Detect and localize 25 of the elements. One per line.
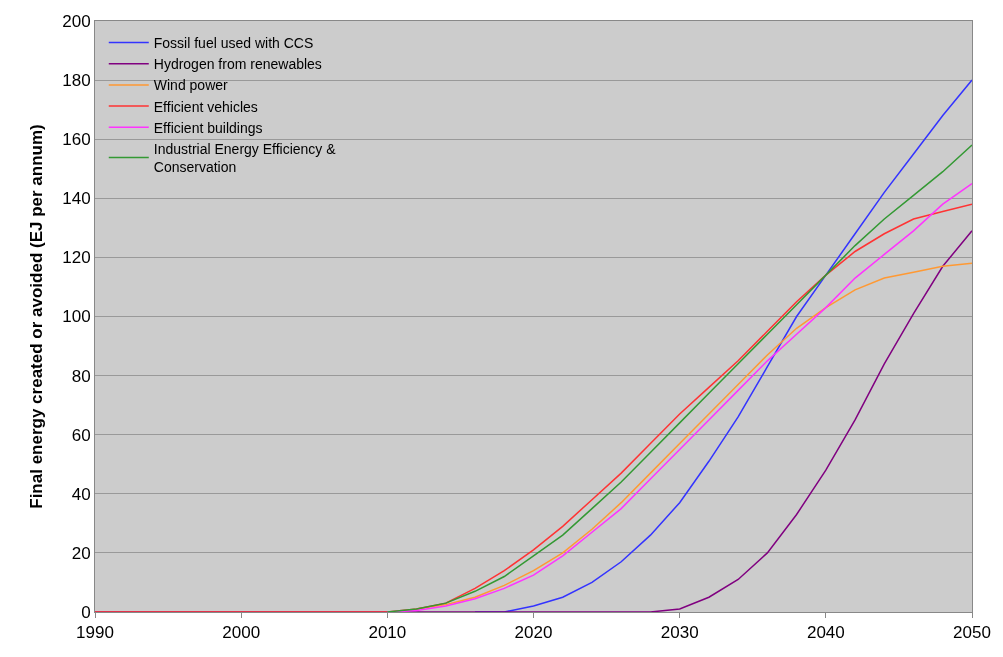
legend-label: Fossil fuel used with CCS bbox=[153, 34, 314, 51]
y-tick-label: 120 bbox=[62, 248, 91, 268]
x-tick-label: 2000 bbox=[222, 623, 261, 643]
x-tick-label: 2020 bbox=[514, 623, 553, 643]
y-tick-label: 60 bbox=[71, 425, 91, 445]
x-tick-label: 2050 bbox=[953, 623, 991, 643]
y-tick-label: 180 bbox=[62, 71, 91, 91]
y-axis-title: Final energy created or avoided (EJ per annum) bbox=[26, 124, 46, 509]
x-tick-label: 2030 bbox=[660, 623, 699, 643]
y-tick-label: 40 bbox=[71, 484, 91, 504]
legend-label: Industrial Energy Efficiency & Conservation bbox=[153, 140, 337, 176]
legend-label: Efficient vehicles bbox=[153, 98, 258, 115]
legend-label: Wind power bbox=[153, 77, 229, 94]
y-tick-label: 160 bbox=[62, 130, 91, 150]
y-tick-label: 100 bbox=[62, 307, 91, 327]
y-tick-label: 20 bbox=[71, 543, 91, 563]
y-tick-label: 80 bbox=[71, 366, 91, 386]
x-tick-label: 2010 bbox=[368, 623, 407, 643]
x-tick-label: 2040 bbox=[806, 623, 845, 643]
legend-label: Hydrogen from renewables bbox=[153, 56, 322, 73]
y-tick-label: 140 bbox=[62, 189, 91, 209]
y-tick-label: 200 bbox=[62, 11, 91, 31]
legend-label: Efficient buildings bbox=[153, 119, 263, 136]
x-tick-label: 1990 bbox=[76, 623, 114, 643]
y-tick-label: 0 bbox=[81, 602, 91, 622]
